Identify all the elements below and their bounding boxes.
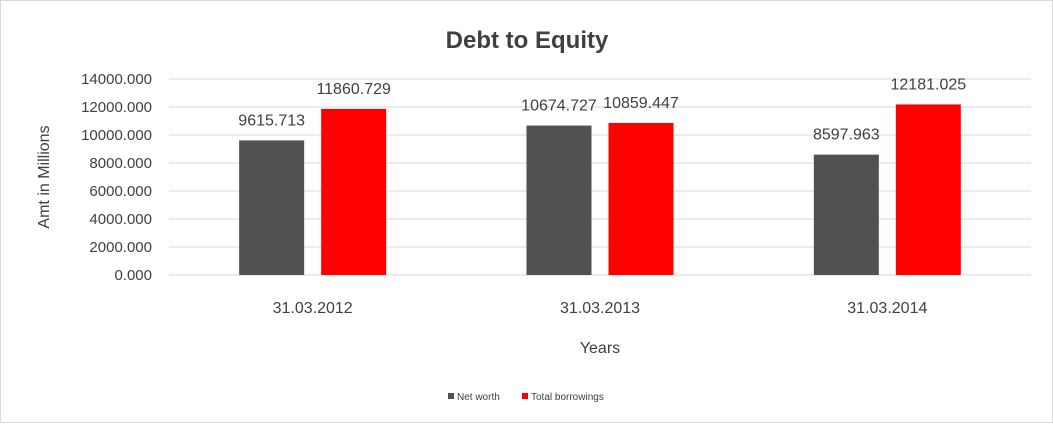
bar-total-borrowings <box>321 108 387 275</box>
bar-net-worth <box>526 125 592 275</box>
y-tick-label: 2000.000 <box>89 239 152 256</box>
x-tick-label: 31.03.2013 <box>560 300 640 317</box>
data-label: 8597.963 <box>813 127 880 144</box>
x-axis-label: Years <box>580 340 620 357</box>
x-tick-label: 31.03.2014 <box>847 300 927 317</box>
data-label: 11860.729 <box>316 81 391 98</box>
bar-total-borrowings <box>895 104 961 275</box>
chart-title: Debt to Equity <box>446 27 609 54</box>
bar-net-worth <box>813 154 879 275</box>
legend: Net worth Total borrowings <box>448 392 604 403</box>
data-label: 10859.447 <box>603 95 679 112</box>
x-tick-label: 31.03.2012 <box>273 300 353 317</box>
y-tick-label: 10000.000 <box>81 127 152 144</box>
y-tick-label: 0.000 <box>114 267 152 284</box>
y-tick-label: 6000.000 <box>89 183 152 200</box>
bar-net-worth <box>239 140 305 275</box>
data-label: 10674.727 <box>521 98 597 115</box>
legend-label-total-borrowings: Total borrowings <box>531 392 604 403</box>
legend-label-net-worth: Net worth <box>457 392 500 403</box>
data-label: 9615.713 <box>238 112 305 129</box>
y-tick-label: 4000.000 <box>89 211 152 228</box>
legend-swatch-net-worth <box>448 393 454 399</box>
y-tick-label: 14000.000 <box>81 71 152 88</box>
y-axis-label: Amt in Millions <box>36 125 53 228</box>
y-tick-label: 8000.000 <box>89 155 152 172</box>
bar-total-borrowings <box>608 122 674 275</box>
data-label: 12181.025 <box>891 76 967 93</box>
legend-swatch-total-borrowings <box>522 393 528 399</box>
y-tick-label: 12000.000 <box>81 99 152 116</box>
